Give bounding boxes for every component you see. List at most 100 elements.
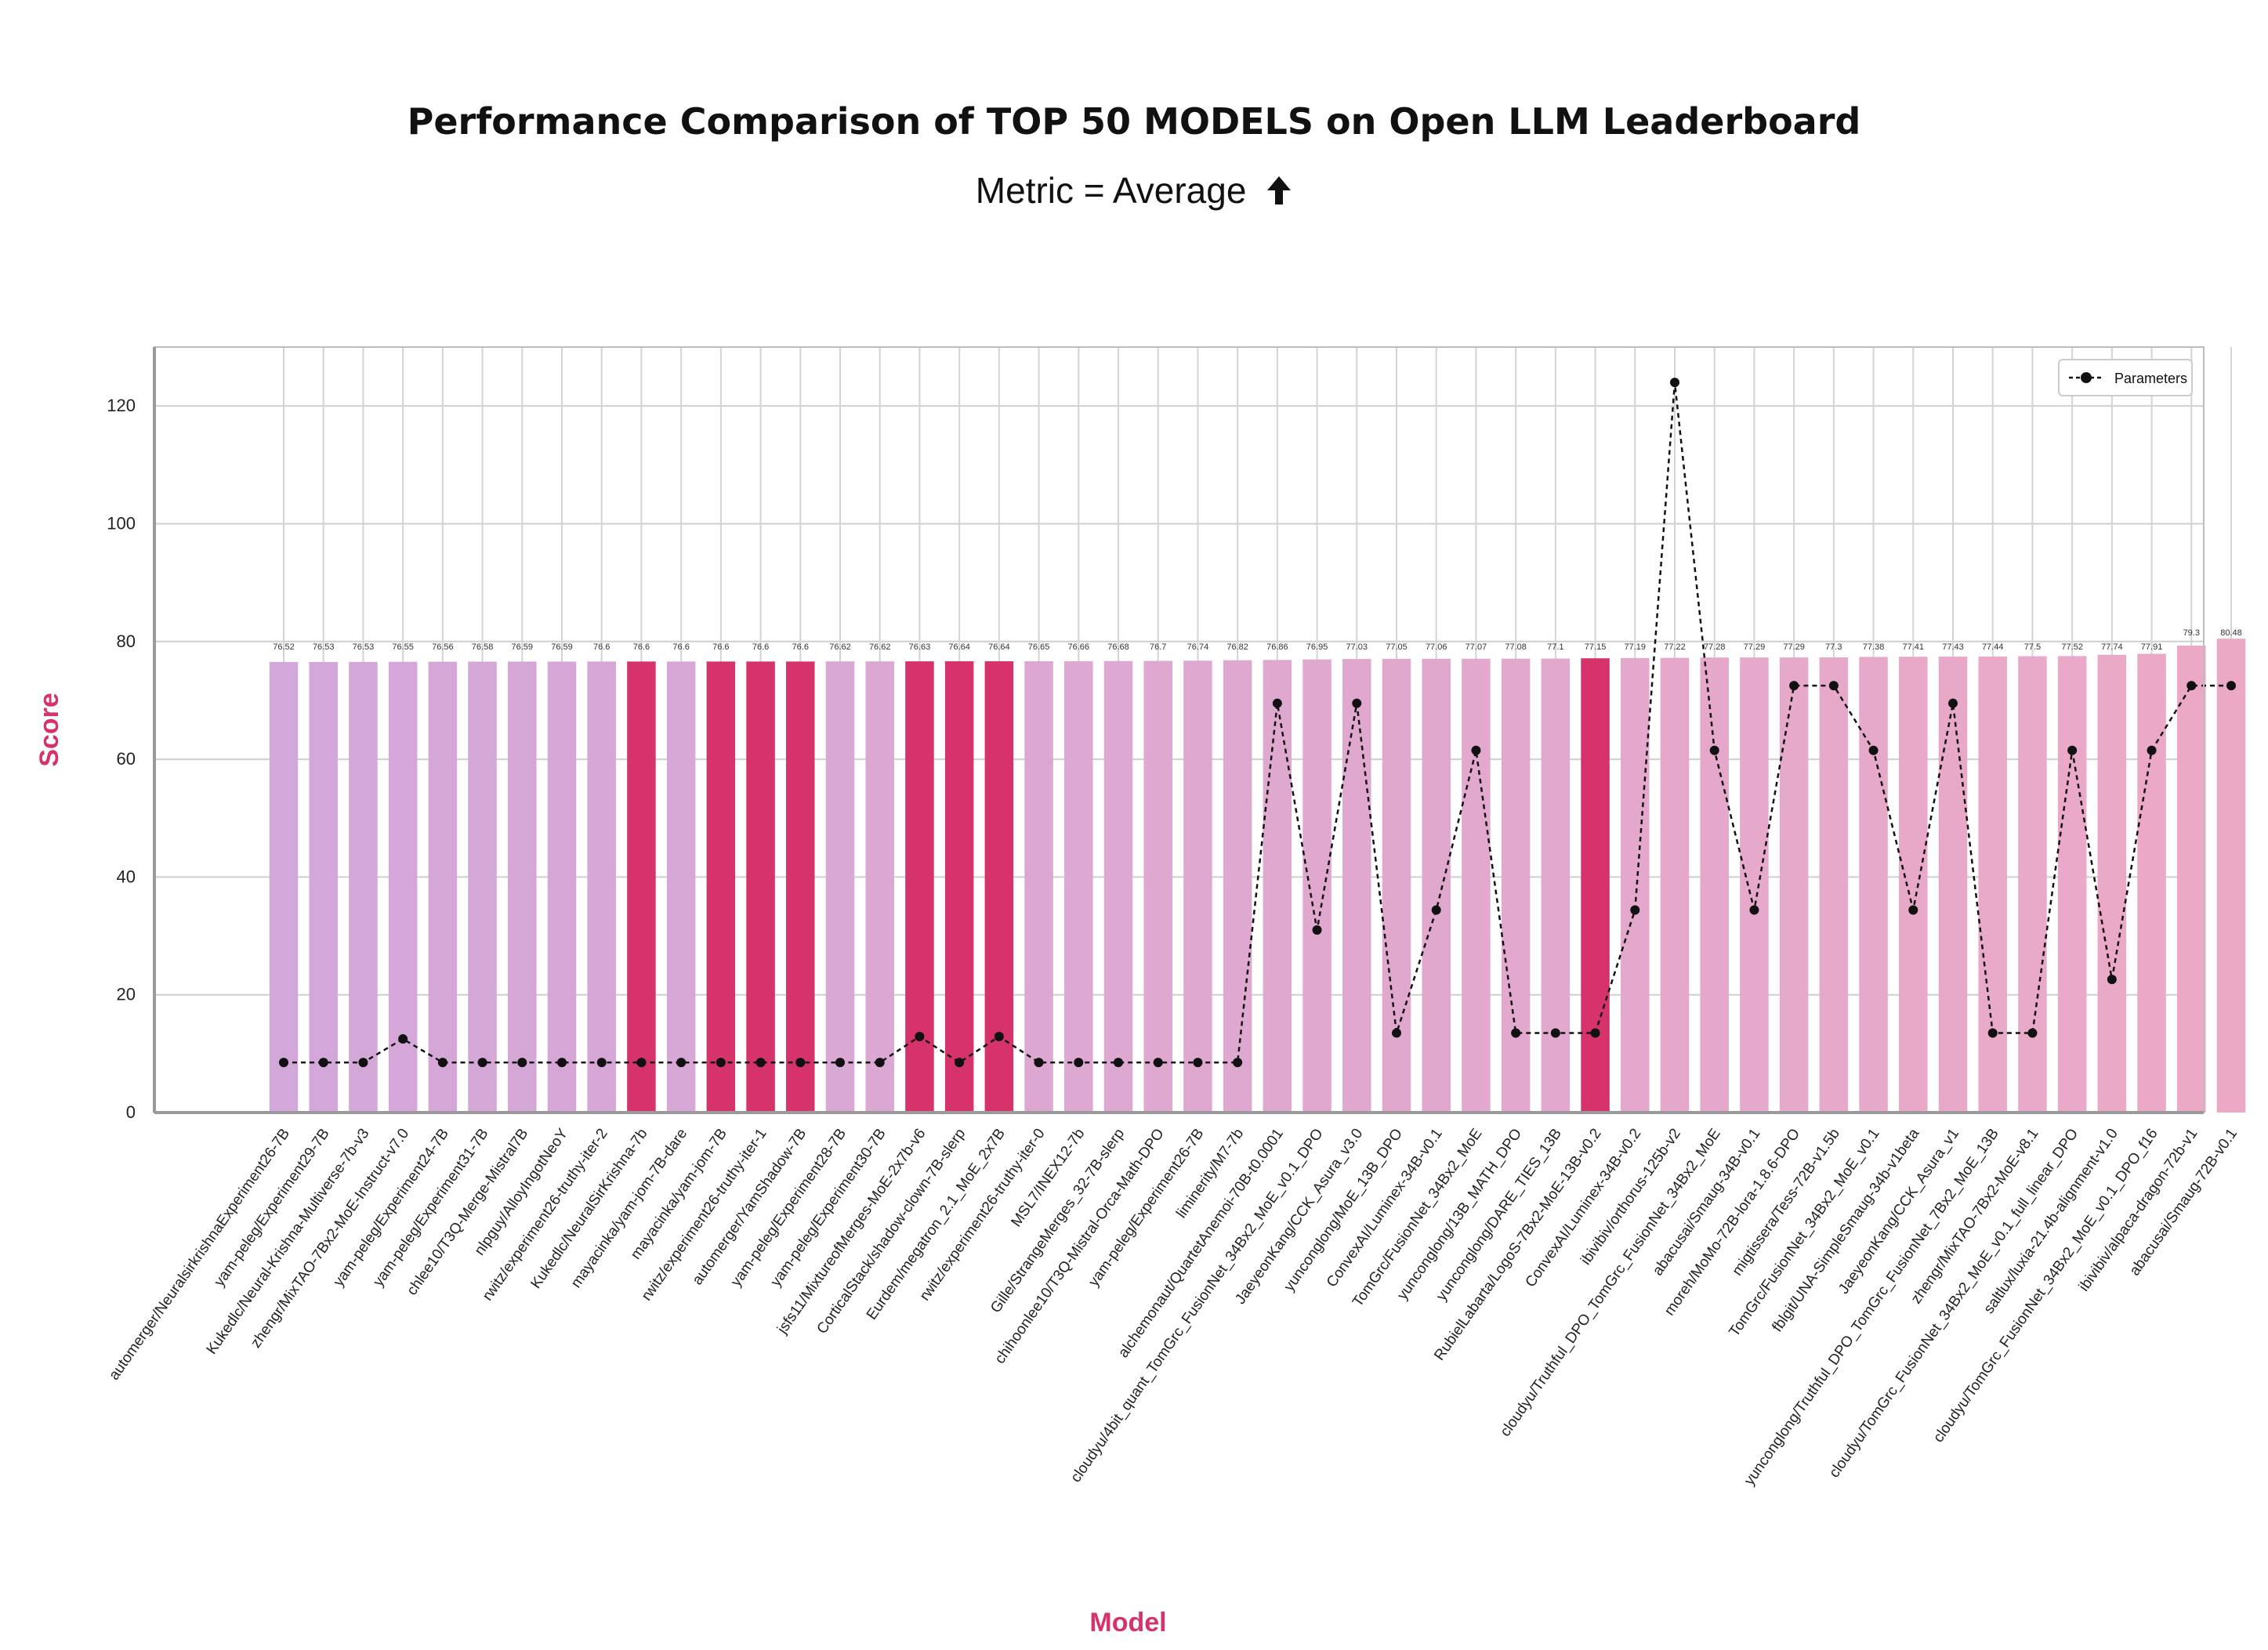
parameters-point <box>636 1058 647 1068</box>
y-tick-labels: 0 20 40 60 80 100 120 <box>107 396 136 1122</box>
subtitle-text: Metric = Average <box>975 169 1247 211</box>
parameters-point <box>1868 745 1879 755</box>
chart-subtitle: Metric = Average <box>0 166 2268 212</box>
parameters-point <box>1471 745 1481 755</box>
bar-value-label: 76.6 <box>633 642 650 652</box>
bar-value-label: 77.05 <box>1386 642 1408 652</box>
bar-value-label: 76.62 <box>829 642 851 652</box>
parameters-point <box>1670 378 1679 388</box>
bar-value-label: 76.68 <box>1107 642 1129 652</box>
bar <box>1064 660 1093 1113</box>
bar-value-label: 76.64 <box>948 642 970 652</box>
bar <box>2216 639 2246 1113</box>
bar <box>1779 657 1809 1113</box>
parameters-point <box>795 1058 806 1068</box>
bar <box>1819 657 1849 1113</box>
x-tick-labels: automerger/NeuralsirkrishnaExperiment26-… <box>106 1125 2241 1488</box>
bar-value-label: 80.48 <box>2220 628 2242 638</box>
bar-value-label: 77.19 <box>1625 642 1647 652</box>
bar <box>349 661 378 1113</box>
bar-value-label: 76.95 <box>1306 642 1328 652</box>
parameters-point <box>1550 1028 1560 1038</box>
y-tick-label: 120 <box>107 396 136 415</box>
parameters-point <box>437 1058 447 1068</box>
bar <box>309 661 338 1113</box>
legend-marker <box>2081 372 2092 383</box>
bar-value-label: 77.41 <box>1903 642 1925 652</box>
bar <box>1621 657 1650 1113</box>
bar <box>1581 658 1610 1113</box>
bar-value-label: 76.53 <box>313 642 335 652</box>
legend: Parameters <box>2058 359 2193 396</box>
y-tick-label: 80 <box>117 631 136 651</box>
bar-value-label: 76.58 <box>472 642 494 652</box>
bar <box>1978 657 2007 1113</box>
legend-box <box>2058 359 2193 396</box>
parameters-point <box>1948 698 1958 708</box>
bar <box>1501 658 1531 1113</box>
bar-value-label: 77.3 <box>1825 642 1842 652</box>
bar <box>428 661 458 1113</box>
bar <box>1382 658 1411 1113</box>
bar-value-label: 77.29 <box>1783 642 1805 652</box>
parameters-point <box>915 1032 925 1042</box>
parameters-point <box>398 1034 408 1044</box>
x-axis-label: Model <box>1089 1608 1166 1637</box>
parameters-point <box>1312 925 1322 935</box>
bar-value-label: 77.29 <box>1744 642 1766 652</box>
bar-value-label: 79.3 <box>2183 628 2200 638</box>
bar-value-label: 77.44 <box>1982 642 2004 652</box>
parameters-point <box>2107 975 2117 985</box>
parameters-line <box>284 382 2231 1064</box>
bar-value-label: 76.66 <box>1068 642 1090 652</box>
parameters-point <box>716 1058 726 1068</box>
bar-value-label: 77.5 <box>2024 642 2041 652</box>
bar <box>1183 660 1212 1113</box>
parameters-point <box>517 1058 527 1068</box>
parameters-point <box>1431 905 1441 915</box>
bar-value-labels: 76.52 76.53 76.53 76.55 76.56 76.58 76.59 76.59… <box>273 628 2242 652</box>
parameters-point <box>318 1058 328 1068</box>
bar <box>746 661 775 1113</box>
bar <box>1302 659 1331 1113</box>
parameters-point <box>2186 681 2197 691</box>
bar-value-label: 76.56 <box>432 642 454 652</box>
y-tick-label: 20 <box>117 985 136 1004</box>
x-tick-label: CorticalStack/shadow-clown-7B-slerp <box>814 1126 969 1337</box>
bar-value-label: 76.6 <box>593 642 610 652</box>
parameters-point <box>1987 1028 1998 1038</box>
bar <box>1899 657 1928 1113</box>
x-tick-label: TomGrc/FusionNet_34Bx2_MoE_v0.1 <box>1726 1126 1883 1340</box>
parameters-point <box>2226 681 2236 691</box>
bar <box>1462 658 1491 1113</box>
parameters-point <box>557 1058 567 1068</box>
bar-value-label: 76.64 <box>988 642 1010 652</box>
parameters-point <box>755 1058 766 1068</box>
up-arrow-icon <box>1267 175 1292 204</box>
parameters-point <box>1272 698 1282 708</box>
bar <box>1143 660 1172 1113</box>
parameters-point <box>1034 1058 1044 1068</box>
bar-value-label: 76.74 <box>1187 642 1209 652</box>
y-tick-label: 100 <box>107 513 136 533</box>
bar-value-label: 77.28 <box>1704 642 1726 652</box>
bar-value-label: 77.06 <box>1426 642 1447 652</box>
parameters-point <box>1233 1058 1243 1068</box>
parameters-point <box>676 1058 687 1068</box>
bar-value-label: 76.86 <box>1266 642 1288 652</box>
y-tick-label: 60 <box>117 749 136 769</box>
parameters-point <box>1709 745 1719 755</box>
parameters-point <box>1630 905 1640 915</box>
bar <box>905 661 934 1113</box>
parameters-point <box>1352 698 1362 708</box>
parameters-point <box>279 1058 288 1068</box>
bar <box>786 661 815 1113</box>
bar <box>2097 654 2127 1113</box>
bar-value-label: 76.65 <box>1028 642 1050 652</box>
x-tick-label: MSL7/INEX12-7b <box>1008 1126 1088 1230</box>
x-tick-label: jsfs11/MixtureofMerges-MoE-2x7b-v6 <box>774 1126 929 1337</box>
bar <box>627 661 656 1113</box>
bar-value-label: 77.74 <box>2101 642 2123 652</box>
bar-value-label: 76.6 <box>672 642 689 652</box>
